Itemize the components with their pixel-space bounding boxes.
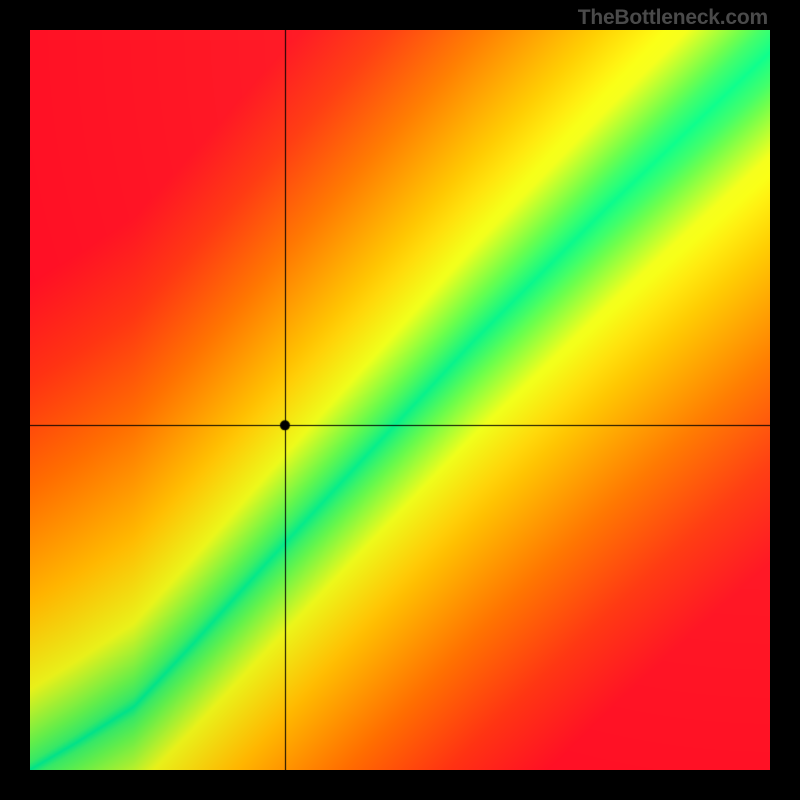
chart-container: TheBottleneck.com	[0, 0, 800, 800]
heatmap-canvas	[30, 30, 770, 770]
plot-frame	[30, 30, 770, 770]
watermark-label: TheBottleneck.com	[578, 6, 768, 30]
